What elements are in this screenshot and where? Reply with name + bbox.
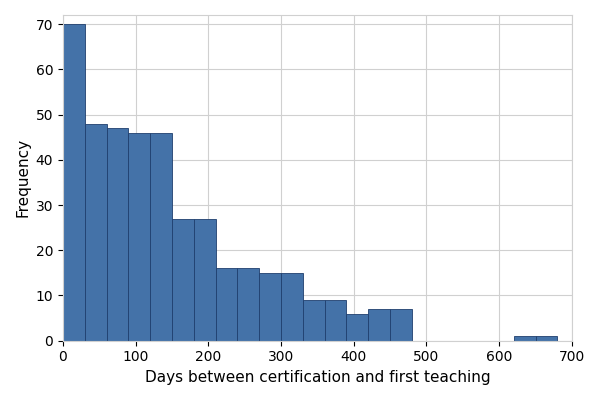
Bar bbox=[238, 268, 259, 341]
Bar bbox=[303, 300, 325, 341]
Bar bbox=[63, 24, 85, 341]
Bar bbox=[172, 218, 194, 341]
Bar bbox=[514, 336, 536, 341]
Bar bbox=[259, 273, 281, 341]
Y-axis label: Frequency: Frequency bbox=[15, 138, 30, 218]
Bar bbox=[281, 273, 303, 341]
Bar bbox=[128, 133, 150, 341]
X-axis label: Days between certification and first teaching: Days between certification and first tea… bbox=[145, 370, 490, 385]
Bar bbox=[368, 309, 390, 341]
Bar bbox=[107, 128, 128, 341]
Bar bbox=[325, 300, 346, 341]
Bar bbox=[150, 133, 172, 341]
Bar bbox=[346, 314, 368, 341]
Bar bbox=[536, 336, 557, 341]
Bar bbox=[194, 218, 215, 341]
Bar bbox=[390, 309, 412, 341]
Bar bbox=[215, 268, 238, 341]
Bar bbox=[85, 124, 107, 341]
